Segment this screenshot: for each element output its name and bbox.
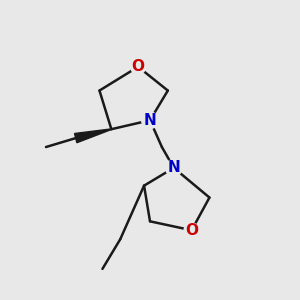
Circle shape: [131, 59, 146, 74]
Text: N: N: [144, 113, 156, 128]
Polygon shape: [74, 129, 111, 143]
Text: O: O: [132, 59, 145, 74]
Circle shape: [142, 112, 158, 129]
Circle shape: [184, 223, 199, 238]
Text: N: N: [167, 160, 180, 175]
Text: O: O: [185, 223, 198, 238]
Circle shape: [166, 160, 182, 176]
